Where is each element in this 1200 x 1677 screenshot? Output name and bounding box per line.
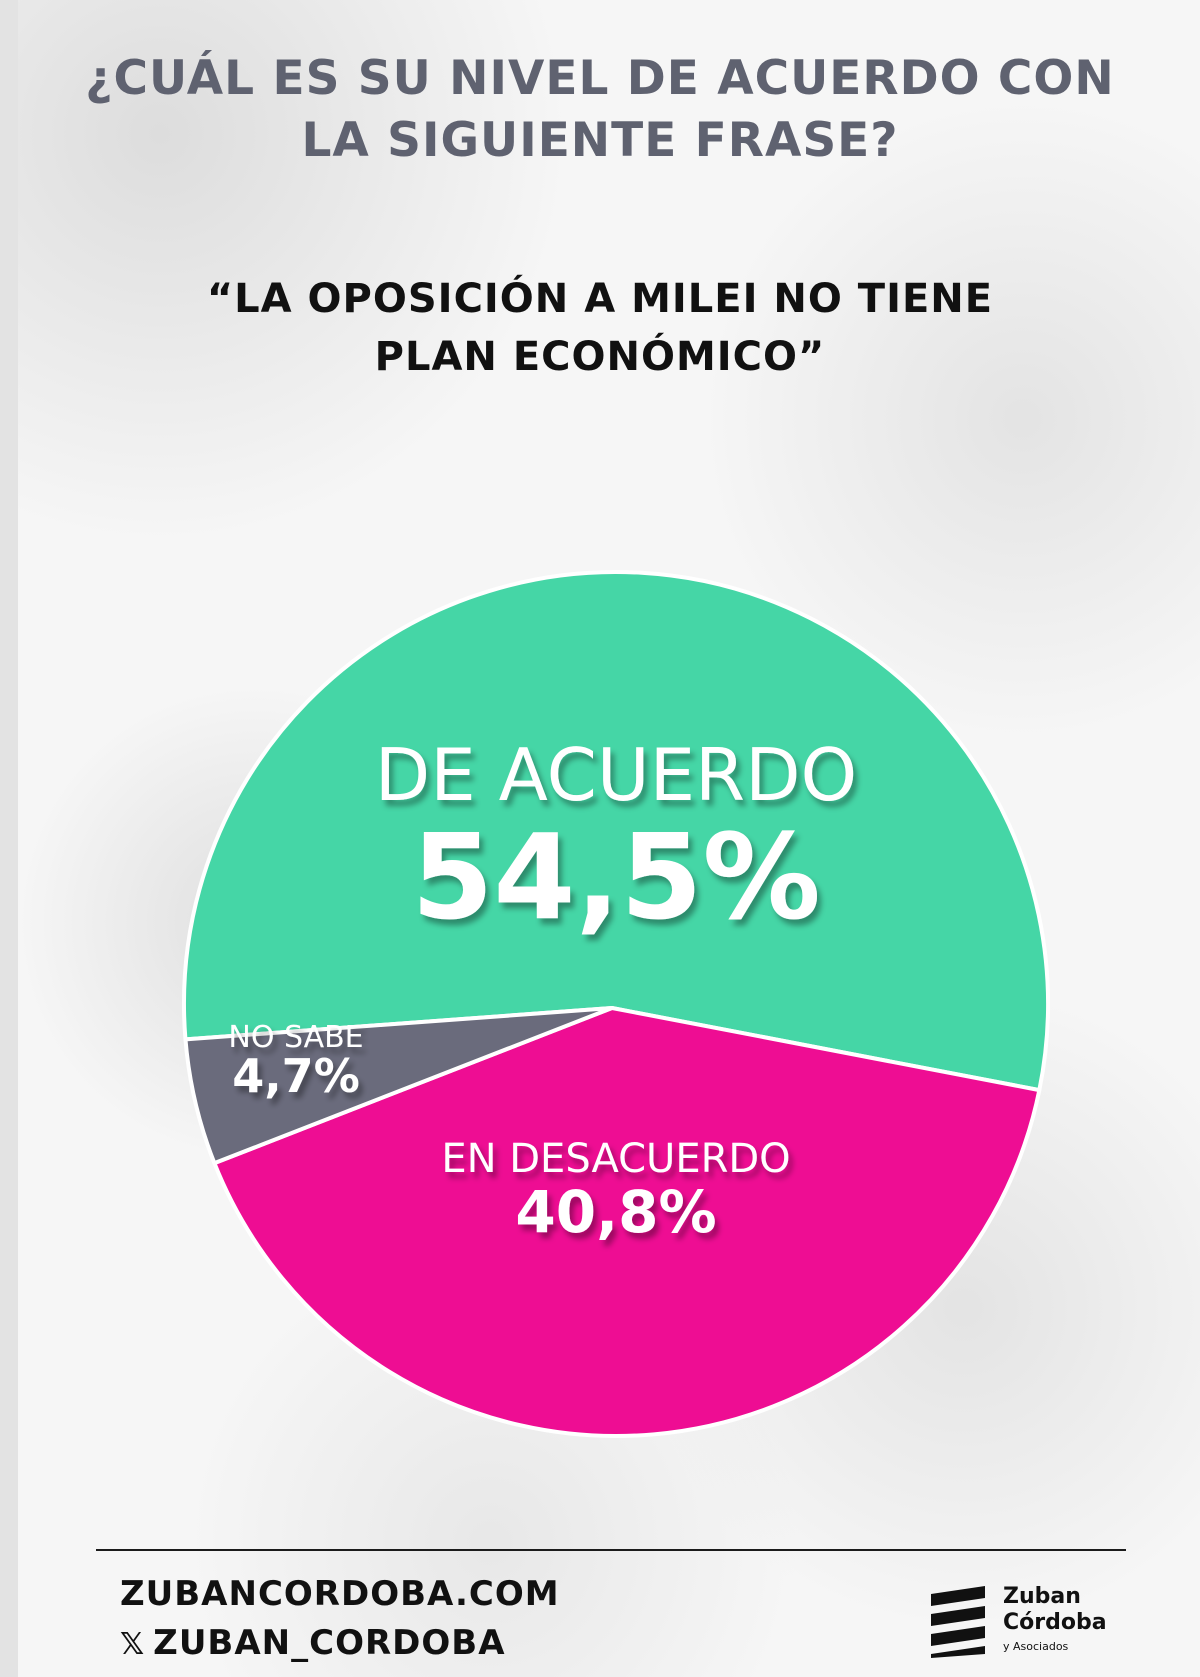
- slice-de-acuerdo: [182, 570, 1051, 1093]
- logo-line-3: y Asociados: [1003, 1640, 1069, 1653]
- en-desacuerdo-value: 40,8%: [515, 1178, 716, 1246]
- social-handle[interactable]: 𝕏 ZUBAN_CORDOBA: [120, 1623, 506, 1663]
- logo-line-2: Córdoba: [1003, 1610, 1107, 1635]
- en-desacuerdo-label: EN DESACUERDO: [441, 1136, 790, 1182]
- statement-line-1: “LA OPOSICIÓN A MILEI NO TIENE: [206, 276, 994, 322]
- social-handle-text: ZUBAN_CORDOBA: [153, 1623, 506, 1663]
- logo-wordmark: Zuban Córdoba: [1003, 1584, 1107, 1636]
- slice-en-desacuerdo: [212, 1006, 1042, 1438]
- survey-statement: “LA OPOSICIÓN A MILEI NO TIENE PLAN ECON…: [0, 270, 1200, 386]
- question-line-1: ¿CUÁL ES SU NIVEL DE ACUERDO CON: [85, 51, 1115, 106]
- footer-divider: [96, 1549, 1126, 1551]
- slice-no-sabe: [183, 1006, 614, 1166]
- de-acuerdo-label: DE ACUERDO: [375, 733, 857, 817]
- survey-question: ¿CUÁL ES SU NIVEL DE ACUERDO CON LA SIGU…: [0, 48, 1200, 172]
- question-line-2: LA SIGUIENTE FRASE?: [301, 113, 899, 168]
- x-icon: 𝕏: [120, 1627, 146, 1662]
- website-link[interactable]: ZUBANCORDOBA.COM: [120, 1574, 560, 1614]
- logo-stripes-icon: [931, 1586, 985, 1658]
- logo-line-1: Zuban: [1003, 1584, 1081, 1609]
- de-acuerdo-value: 54,5%: [411, 808, 820, 946]
- no-sabe-value: 4,7%: [232, 1049, 360, 1103]
- zuban-cordoba-logo: Zuban Córdoba y Asociados: [925, 1580, 1125, 1660]
- no-sabe-label: NO SABE: [228, 1020, 363, 1055]
- statement-line-2: PLAN ECONÓMICO”: [374, 334, 826, 380]
- left-edge-strip: [0, 0, 18, 1677]
